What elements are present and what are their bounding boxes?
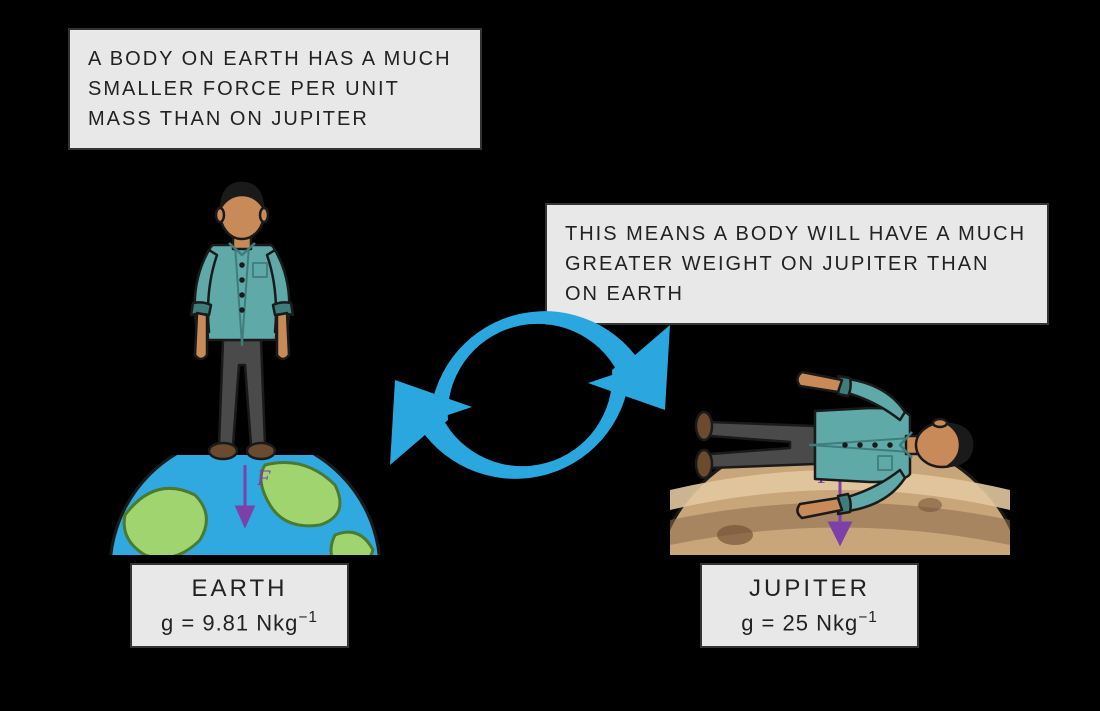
- jupiter-scene: F: [640, 355, 1040, 575]
- earth-scene: F: [105, 155, 385, 575]
- jupiter-name: JUPITER: [722, 575, 897, 603]
- jupiter-label-box: JUPITER g = 25 Nkg−1: [700, 563, 919, 648]
- jupiter-g-value: g = 25 Nkg−1: [722, 609, 897, 636]
- caption-earth-force-per-mass: A BODY ON EARTH HAS A MUCH SMALLER FORCE…: [68, 28, 482, 150]
- earth-g-value: g = 9.81 Nkg−1: [152, 609, 327, 636]
- force-label-earth: F: [256, 465, 271, 490]
- earth-label-box: EARTH g = 9.81 Nkg−1: [130, 563, 349, 648]
- earth-name: EARTH: [152, 575, 327, 603]
- person-earth-standing: [191, 183, 293, 459]
